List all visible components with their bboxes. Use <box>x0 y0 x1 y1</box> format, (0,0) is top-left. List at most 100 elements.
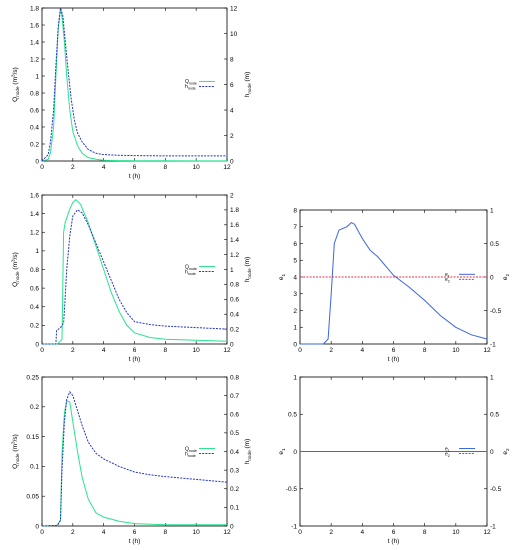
y-tick-label-right: 0.5 <box>490 241 499 248</box>
y-tick-label-right: -1 <box>490 523 496 530</box>
series-line-q-node <box>41 9 227 162</box>
y-tick-label-right: 1.6 <box>230 222 239 229</box>
y-axis-label-left: Qnode (m3/s) <box>11 67 20 102</box>
y-tick-label-right: 4 <box>230 107 234 114</box>
y-tick-label-right: 2 <box>230 133 234 140</box>
chart-panel-p1: 0 2 4 6 8 10 12 t (h) 0 0.2 0.4 0.6 0.8 1 1.2 1.4 1.6 1.8… <box>11 5 252 180</box>
y-tick-label-left: 0.6 <box>30 285 39 292</box>
chart-panel-p5: 0 2 4 6 8 10 12t (h)-1-0.500.51-1-0.500.51e1e2… <box>278 374 510 545</box>
x-tick-label: 12 <box>223 529 231 536</box>
y-tick-label-right: 0 <box>230 341 234 348</box>
y-tick-label-right: 0.2 <box>230 486 239 493</box>
y-tick-label-right: 0.8 <box>230 374 239 381</box>
series-line-q-node <box>42 199 228 345</box>
x-tick-label: 12 <box>483 347 491 354</box>
x-axis-label: t (h) <box>129 538 141 545</box>
y-tick-label-left: 1.8 <box>30 5 39 12</box>
y-tick-label-left: 0 <box>35 341 39 348</box>
x-tick-label: 8 <box>164 164 168 171</box>
legend-label: e1 <box>445 272 450 279</box>
x-tick-label: 0 <box>40 529 44 536</box>
x-axis-label: t (h) <box>129 356 141 363</box>
series-line-h-node <box>41 7 227 162</box>
y-tick-label-right: -1 <box>490 341 496 348</box>
y-tick-label-right: -0.5 <box>490 486 502 493</box>
y-tick-label-left: 0.25 <box>26 374 39 381</box>
x-tick-label: 10 <box>193 164 201 171</box>
x-tick-label: 0 <box>298 347 302 354</box>
y-tick-label-left: 0.8 <box>30 90 39 97</box>
y-axis-label-right: hnode (m) <box>244 257 252 283</box>
y-tick-label-right: 0.7 <box>230 393 239 400</box>
y-tick-label-right: 0.4 <box>230 312 239 319</box>
y-axis-label-right: e2 <box>502 273 510 280</box>
x-axis-label: t (h) <box>388 538 400 545</box>
y-tick-label-right: 0.6 <box>230 297 239 304</box>
x-tick-label: 4 <box>102 529 106 536</box>
series-line-h-node <box>42 209 228 345</box>
y-tick-label-right: 12 <box>230 5 238 12</box>
x-tick-label: 12 <box>483 529 491 536</box>
legend-label: e1 <box>445 446 450 453</box>
y-tick-label-right: 8 <box>230 56 234 63</box>
legend-label: hnode <box>185 451 196 458</box>
y-tick-label-left: 0.15 <box>26 434 39 441</box>
y-tick-label-right: 1 <box>490 374 494 381</box>
legend-label: Qnode <box>185 79 197 86</box>
y-tick-label-right: -0.5 <box>490 308 502 315</box>
x-tick-label: 12 <box>223 164 231 171</box>
y-tick-label-left: 3 <box>293 291 297 298</box>
legend-label: Qnode <box>185 264 197 271</box>
x-tick-label: 2 <box>71 529 75 536</box>
legend-label: e2 <box>445 451 450 458</box>
y-tick-label-left: 0.4 <box>30 124 39 131</box>
x-tick-label: 8 <box>164 347 168 354</box>
y-tick-label-left: 0 <box>293 341 297 348</box>
y-tick-label-right: 0 <box>490 274 494 281</box>
legend-label: hnode <box>185 269 196 276</box>
x-tick-label: 12 <box>223 347 231 354</box>
x-tick-label: 2 <box>329 347 333 354</box>
y-tick-label-right: 0.3 <box>230 467 239 474</box>
y-tick-label-left: 0.5 <box>288 412 297 419</box>
y-tick-label-right: 10 <box>230 31 238 38</box>
x-tick-label: 6 <box>133 347 137 354</box>
x-tick-label: 2 <box>71 164 75 171</box>
x-axis-label: t (h) <box>388 356 400 363</box>
legend-label: hnode <box>185 84 196 91</box>
series-line-q-node <box>41 400 227 527</box>
x-tick-label: 0 <box>298 529 302 536</box>
y-tick-label-left: 1 <box>293 374 297 381</box>
y-tick-label-left: 0.8 <box>30 267 39 274</box>
y-tick-label-left: 1 <box>35 248 39 255</box>
x-tick-label: 0 <box>40 347 44 354</box>
y-tick-label-left: 2 <box>293 308 297 315</box>
x-tick-label: 2 <box>71 347 75 354</box>
y-tick-label-left: 0 <box>293 449 297 456</box>
y-tick-label-right: 0.6 <box>230 412 239 419</box>
y-tick-label-right: 6 <box>230 82 234 89</box>
legend-label: e2 <box>445 277 450 284</box>
y-tick-label-left: 1.6 <box>30 22 39 29</box>
y-tick-label-left: 1 <box>293 325 297 332</box>
chart-panel-p4: 0 2 4 6 8 10 12 t (h) 0 0.05 0.1 0.15 0.2 0.25 0 0.1 0.2… <box>11 374 252 545</box>
y-axis-label-left: e1 <box>278 448 286 455</box>
y-axis-label-left: e1 <box>278 273 286 280</box>
y-tick-label-left: 4 <box>293 274 297 281</box>
x-tick-label: 10 <box>452 529 460 536</box>
y-tick-label-left: 0.4 <box>30 304 39 311</box>
y-tick-label-left: -0.5 <box>286 486 298 493</box>
series-line-h-node <box>41 390 228 527</box>
y-tick-label-left: 1 <box>35 73 39 80</box>
x-tick-label: 8 <box>423 529 427 536</box>
plot-frame <box>41 376 228 527</box>
y-tick-label-left: 0.6 <box>30 107 39 114</box>
y-tick-label-right: 0.1 <box>230 505 239 512</box>
x-tick-label: 4 <box>361 347 365 354</box>
y-tick-label-right: 0.5 <box>230 430 239 437</box>
y-tick-label-left: 1.4 <box>30 211 39 218</box>
legend-label: Qnode <box>185 446 197 453</box>
y-tick-label-right: 1 <box>490 207 494 214</box>
y-tick-label-right: 0 <box>230 158 234 165</box>
